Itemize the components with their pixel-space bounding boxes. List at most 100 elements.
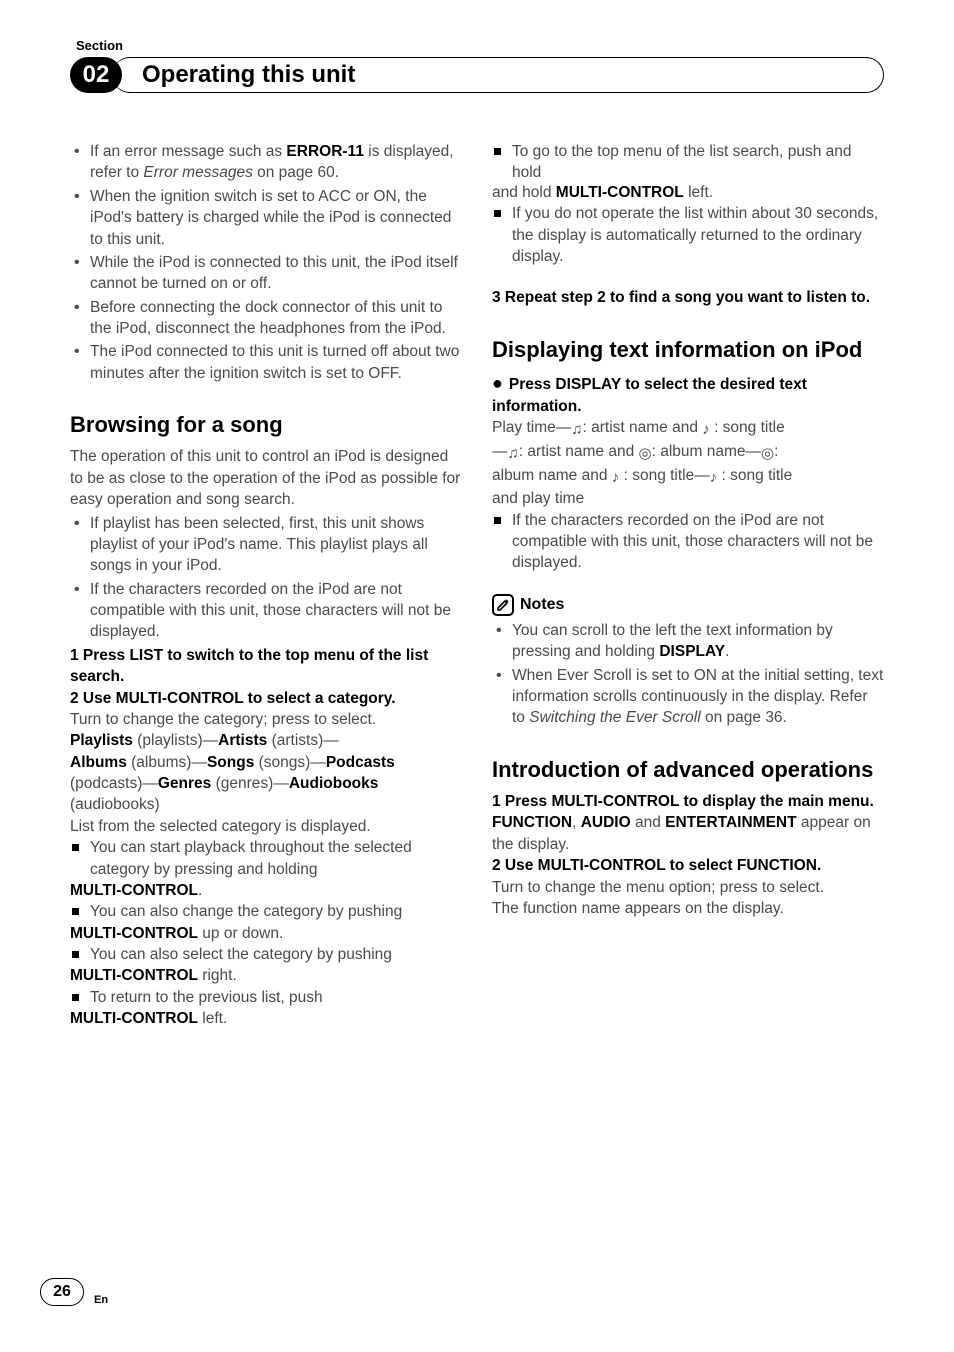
control-name: MULTI-CONTROL	[556, 184, 684, 201]
text: on page 60.	[253, 164, 339, 181]
category-list: Playlists (playlists)—Artists (artists)—…	[70, 730, 462, 816]
notes-label: Notes	[520, 594, 564, 616]
text: (albums)—	[127, 754, 207, 771]
artist-icon: ♫	[508, 444, 519, 465]
text: (audiobooks)	[70, 796, 160, 813]
cat: Genres	[158, 775, 211, 792]
text: You can also change the category by push…	[90, 903, 402, 920]
text: : song title	[710, 419, 785, 436]
cat: Artists	[218, 732, 267, 749]
text: : song title	[717, 467, 792, 484]
text: : artist name and	[583, 419, 703, 436]
browsing-bullet: If the characters recorded on the iPod a…	[70, 579, 462, 643]
text: up or down.	[198, 925, 283, 942]
display-step: ●Press DISPLAY to select the desired tex…	[492, 371, 884, 417]
language-code: En	[94, 1294, 108, 1306]
heading-browsing: Browsing for a song	[70, 410, 462, 440]
section-label: Section	[76, 38, 884, 53]
browsing-para: The operation of this unit to control an…	[70, 446, 462, 510]
text: :	[774, 443, 778, 460]
square-note-list: You can start playback throughout the se…	[70, 837, 462, 880]
notes-header: Notes	[492, 594, 884, 616]
square-note-cont: MULTI-CONTROL right.	[70, 965, 462, 986]
category-after: List from the selected category is displ…	[70, 816, 462, 837]
step-1: 1 Press LIST to switch to the top menu o…	[70, 645, 462, 688]
step-2: 2 Use MULTI-CONTROL to select a category…	[70, 688, 462, 709]
page-footer: 26 En	[40, 1278, 108, 1306]
ref-link: Error messages	[143, 164, 252, 181]
square-note: To return to the previous list, push	[70, 987, 462, 1008]
text: Press DISPLAY to select the desired text…	[492, 376, 807, 415]
note-item: When Ever Scroll is set to ON at the ini…	[492, 665, 884, 729]
display-sequence: Play time—♫: artist name and ♪ : song ti…	[492, 417, 884, 509]
error-code: ERROR-11	[286, 143, 364, 160]
menu-name: ENTERTAINMENT	[665, 814, 796, 831]
square-note: You can also change the category by push…	[70, 901, 462, 922]
page-number: 26	[40, 1278, 84, 1306]
intro-bullet: If an error message such as ERROR-11 is …	[70, 141, 462, 184]
text: You can also select the category by push…	[90, 946, 392, 963]
artist-icon: ♫	[571, 420, 582, 441]
menu-name: FUNCTION	[492, 814, 572, 831]
control-name: MULTI-CONTROL	[70, 925, 198, 942]
control-name: MULTI-CONTROL	[70, 967, 198, 984]
adv-step-2: 2 Use MULTI-CONTROL to select FUNCTION.	[492, 855, 884, 876]
control-name: MULTI-CONTROL	[70, 1010, 198, 1027]
right-column: To go to the top menu of the list search…	[492, 141, 884, 1030]
text: and	[631, 814, 665, 831]
adv-para-1: FUNCTION, AUDIO and ENTERTAINMENT appear…	[492, 812, 884, 855]
text: and play time	[492, 490, 584, 507]
text: (genres)—	[211, 775, 289, 792]
category-intro: Turn to change the category; press to se…	[70, 709, 462, 730]
text: (playlists)—	[133, 732, 218, 749]
text: Play time—	[492, 419, 571, 436]
text: .	[198, 882, 202, 899]
square-note-cont: MULTI-CONTROL.	[70, 880, 462, 901]
disc-icon: ◎	[639, 444, 652, 465]
disc-icon: ◎	[761, 444, 774, 465]
text: To go to the top menu of the list search…	[512, 143, 852, 181]
browsing-bullet-list: If playlist has been selected, first, th…	[70, 513, 462, 643]
square-note: You can start playback throughout the se…	[70, 837, 462, 880]
note-item: You can scroll to the left the text info…	[492, 620, 884, 663]
text: (podcasts)—	[70, 775, 158, 792]
square-note-list: If the characters recorded on the iPod a…	[492, 510, 884, 574]
intro-bullet: The iPod connected to this unit is turne…	[70, 341, 462, 384]
text: right.	[198, 967, 237, 984]
square-note-list: To return to the previous list, push	[70, 987, 462, 1008]
square-note: If the characters recorded on the iPod a…	[492, 510, 884, 574]
left-column: If an error message such as ERROR-11 is …	[70, 141, 462, 1030]
control-name: MULTI-CONTROL	[70, 882, 198, 899]
cat: Albums	[70, 754, 127, 771]
intro-bullet: While the iPod is connected to this unit…	[70, 252, 462, 295]
intro-bullet-list: If an error message such as ERROR-11 is …	[70, 141, 462, 384]
text: .	[725, 643, 729, 660]
chapter-title: Operating this unit	[142, 61, 355, 89]
square-note-list: You can also select the category by push…	[70, 944, 462, 965]
intro-bullet: When the ignition switch is set to ACC o…	[70, 186, 462, 250]
square-note: To go to the top menu of the list search…	[492, 141, 884, 184]
square-note-list: If you do not operate the list within ab…	[492, 203, 884, 267]
header-row: 02 Operating this unit	[70, 57, 884, 93]
menu-name: AUDIO	[581, 814, 631, 831]
text: left.	[198, 1010, 227, 1027]
text: To return to the previous list, push	[90, 989, 323, 1006]
browsing-bullet: If playlist has been selected, first, th…	[70, 513, 462, 577]
ref-link: Switching the Ever Scroll	[529, 709, 700, 726]
bullet-icon: ●	[492, 373, 503, 393]
square-note: You can also select the category by push…	[70, 944, 462, 965]
adv-step-1: 1 Press MULTI-CONTROL to display the mai…	[492, 791, 884, 812]
heading-displaying: Displaying text information on iPod	[492, 335, 884, 365]
square-note-cont: and hold MULTI-CONTROL left.	[492, 182, 884, 203]
square-note-cont: MULTI-CONTROL up or down.	[70, 923, 462, 944]
cat: Podcasts	[326, 754, 395, 771]
text: If an error message such as	[90, 143, 286, 160]
text: album name and	[492, 467, 612, 484]
intro-bullet: Before connecting the dock connector of …	[70, 297, 462, 340]
pencil-icon	[492, 594, 514, 616]
text: left.	[684, 184, 713, 201]
heading-intro-advanced: Introduction of advanced operations	[492, 755, 884, 785]
adv-para-2: Turn to change the menu option; press to…	[492, 877, 884, 898]
control-name: DISPLAY	[659, 643, 725, 660]
text: : song title—	[619, 467, 709, 484]
